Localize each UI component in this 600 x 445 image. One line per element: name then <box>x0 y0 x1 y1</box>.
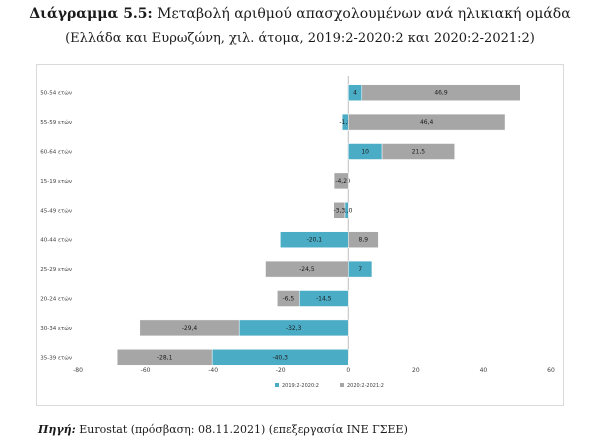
bar-series2 <box>333 172 349 190</box>
category-label: 55-59 ετών <box>40 119 72 126</box>
data-label: 8,9 <box>359 237 369 244</box>
x-tick-label: -20 <box>276 367 286 374</box>
data-label: -20,1 <box>307 237 323 244</box>
chart-subtitle: (Ελλάδα και Ευρωζώνη, χιλ. άτομα, 2019:2… <box>65 31 535 46</box>
x-tick-label: 20 <box>412 367 420 374</box>
bar-series2 <box>348 113 506 131</box>
legend-entry: 2019:2-2020:2 <box>282 383 319 389</box>
source-text: Eurostat (πρόσβαση: 08.11.2021) (επεξεργ… <box>79 423 408 436</box>
legend-swatch <box>340 383 344 387</box>
data-label: 46,9 <box>434 90 448 97</box>
category-label: 15-19 ετών <box>40 178 72 185</box>
data-label: -29,4 <box>182 325 198 332</box>
x-tick-label: -40 <box>208 367 218 374</box>
data-label: -32,3 <box>286 325 302 332</box>
bar-series2 <box>139 319 240 337</box>
x-tick-label: 40 <box>480 367 488 374</box>
category-label: 40-44 ετών <box>40 237 72 244</box>
x-tick-label: 60 <box>547 367 555 374</box>
bar-series2 <box>348 231 379 248</box>
legend-entry: 2020:2-2021:2 <box>347 383 384 389</box>
category-label: 35-39 ετών <box>40 354 72 361</box>
data-label: 10 <box>361 149 369 156</box>
bar-series2 <box>277 290 300 307</box>
data-label: -1,0 <box>341 207 353 214</box>
category-label: 45-49 ετών <box>40 207 72 214</box>
data-label: 4 <box>353 90 357 97</box>
data-label: -14,5 <box>316 296 332 303</box>
data-label: -4,2 <box>335 178 347 185</box>
data-label: -28,1 <box>157 354 173 361</box>
data-label: -40,3 <box>272 354 288 361</box>
category-label: 20-24 ετών <box>40 296 72 303</box>
title-main: Μεταβολή αριθμού απασχολουμένων ανά ηλικ… <box>157 6 571 22</box>
bar-series2 <box>381 143 455 160</box>
x-tick-label: -60 <box>141 367 151 374</box>
bar-series2 <box>333 202 346 219</box>
category-label: 30-34 ετών <box>40 325 72 332</box>
data-label: -24,5 <box>299 266 315 273</box>
data-label: -1,8 <box>339 119 351 126</box>
source-label: Πηγή: <box>38 423 76 436</box>
title-prefix: Διάγραμμα 5.5: <box>29 6 153 22</box>
data-label: 7 <box>358 266 362 273</box>
x-tick-label: 0 <box>346 367 350 374</box>
category-label: 50-54 ετών <box>40 90 72 97</box>
chart-frame <box>36 64 564 406</box>
source-note: Πηγή: Eurostat (πρόσβαση: 08.11.2021) (ε… <box>38 423 408 436</box>
chart-title: Διάγραμμα 5.5: Μεταβολή αριθμού απασχολο… <box>0 6 600 22</box>
data-label: 21,5 <box>412 149 426 156</box>
bar-series2 <box>116 349 213 366</box>
category-label: 25-29 ετών <box>40 266 72 273</box>
legend-swatch <box>275 383 279 387</box>
bar-series2 <box>265 260 349 278</box>
x-tick-label: -80 <box>73 367 83 374</box>
data-label: -6,5 <box>282 296 294 303</box>
data-label: -3,3 <box>333 207 345 214</box>
data-label: 46,4 <box>420 119 434 126</box>
category-label: 60-64 ετών <box>40 149 72 156</box>
bar-series2 <box>361 84 521 101</box>
